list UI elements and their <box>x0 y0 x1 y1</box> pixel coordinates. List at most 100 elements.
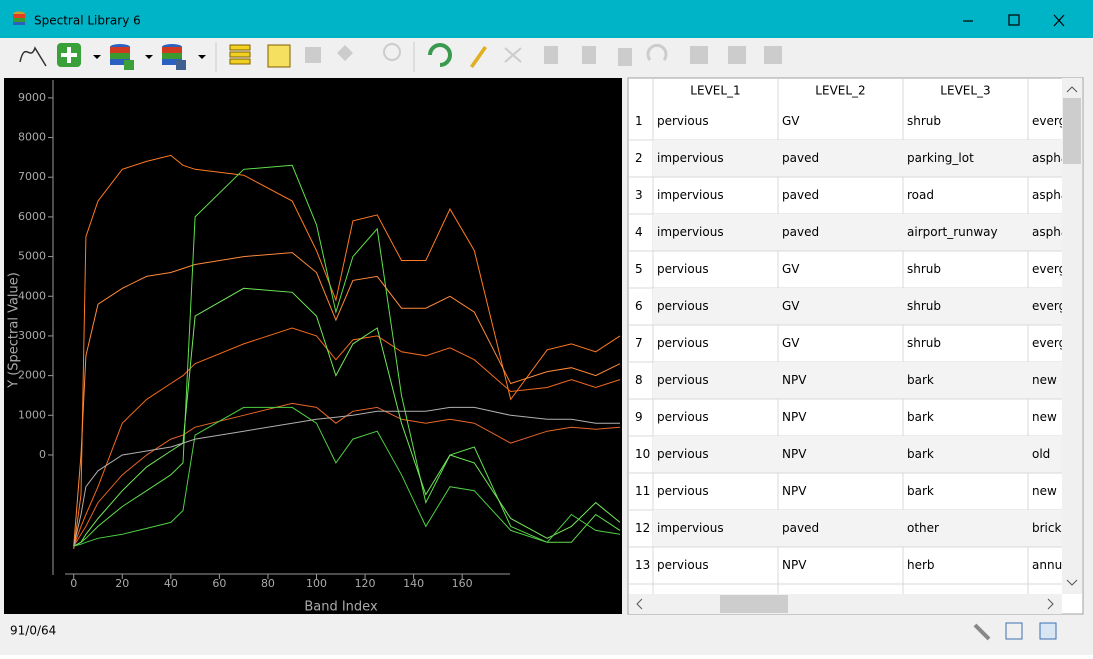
table-cell: NPV <box>782 558 807 572</box>
table-cell: old <box>1032 447 1050 461</box>
x-tick-label: 80 <box>261 577 275 590</box>
column-header: LEVEL_2 <box>815 84 865 98</box>
horizontal-scroll-thumb[interactable] <box>720 595 788 613</box>
table-cell: everg <box>1032 336 1066 350</box>
vertical-scrollbar[interactable] <box>1062 78 1082 594</box>
table-cell: everg <box>1032 262 1066 276</box>
import-button[interactable] <box>110 44 134 70</box>
table-cell: pervious <box>657 447 709 461</box>
table-cell: new <box>1032 410 1057 424</box>
table-cell: NPV <box>782 373 807 387</box>
zoom-button[interactable] <box>383 43 401 61</box>
table-cell: aspha <box>1032 188 1068 202</box>
title-bar <box>0 0 1093 38</box>
table-cell: brick <box>1032 521 1061 535</box>
spectrum-line <box>73 287 621 547</box>
table-cell: pervious <box>657 484 709 498</box>
row-number: 6 <box>635 299 643 313</box>
plot-background <box>4 78 622 614</box>
row-shade <box>653 436 1062 473</box>
column-header: LEVEL_1 <box>690 84 740 98</box>
window-title: Spectral Library 6 <box>34 14 141 28</box>
y-tick-label: 9000 <box>18 91 46 104</box>
table-cell: NPV <box>782 447 807 461</box>
column-header: LEVEL_3 <box>940 84 990 98</box>
row-number: 4 <box>635 225 643 239</box>
row-number: 3 <box>635 188 643 202</box>
table-cell: aspha <box>1032 151 1068 165</box>
table-cell: pervious <box>657 114 709 128</box>
table-cell: GV <box>782 299 800 313</box>
spectrum-line <box>73 402 621 547</box>
row-number: 11 <box>635 484 650 498</box>
table-cell: shrub <box>907 336 941 350</box>
horizontal-scrollbar[interactable] <box>629 594 1062 614</box>
plot-area <box>73 154 621 550</box>
table-cell: herb <box>907 558 935 572</box>
table-cell: new <box>1032 484 1057 498</box>
table-cell: aspha <box>1032 225 1068 239</box>
table-cell: everg <box>1032 114 1066 128</box>
table-cell: GV <box>782 114 800 128</box>
x-tick-label: 120 <box>355 577 376 590</box>
table-cell: impervious <box>657 151 724 165</box>
x-tick-label: 40 <box>164 577 178 590</box>
app-icon <box>13 11 25 25</box>
y-tick-label: 8000 <box>18 131 46 144</box>
row-number: 2 <box>635 151 643 165</box>
select-all-button[interactable] <box>229 44 251 65</box>
y-tick-label: 5000 <box>18 250 46 263</box>
row-shade <box>653 288 1062 325</box>
row-number: 7 <box>635 336 643 350</box>
table-cell: pervious <box>657 373 709 387</box>
deselect-button[interactable] <box>305 47 321 63</box>
reload-button[interactable] <box>428 43 452 67</box>
edit-button[interactable] <box>470 46 487 68</box>
invert-selection-button[interactable] <box>267 44 291 68</box>
table-body: LEVEL_1 LEVEL_2 LEVEL_3 1 pervious GV shrub eve… <box>629 79 1070 594</box>
table-cell: bark <box>907 373 934 387</box>
disabled-icons <box>504 43 782 66</box>
table-view-button[interactable] <box>1039 622 1057 640</box>
table-cell: impervious <box>657 225 724 239</box>
profile-tool[interactable] <box>19 46 47 67</box>
row-number: 13 <box>635 558 650 572</box>
table-cell: airport_runway <box>907 225 998 239</box>
maximize-button[interactable] <box>1008 14 1020 26</box>
close-button[interactable] <box>1053 14 1065 27</box>
table-cell: NPV <box>782 484 807 498</box>
table-cell: GV <box>782 262 800 276</box>
table-cell: other <box>907 521 939 535</box>
settings-button[interactable] <box>973 623 991 641</box>
row-shade <box>653 362 1062 399</box>
pan-button[interactable] <box>337 45 353 61</box>
table-cell: shrub <box>907 299 941 313</box>
table-cell: bark <box>907 447 934 461</box>
form-view-button[interactable] <box>1005 622 1023 640</box>
row-number: 8 <box>635 373 643 387</box>
table-cell: NPV <box>782 410 807 424</box>
x-tick-label: 160 <box>452 577 473 590</box>
row-number: 10 <box>635 447 650 461</box>
y-tick-label: 4000 <box>18 289 46 302</box>
x-tick-label: 20 <box>115 577 129 590</box>
table-cell: pervious <box>657 336 709 350</box>
table-cell: impervious <box>657 188 724 202</box>
table-cell: pervious <box>657 262 709 276</box>
status-icons <box>973 622 1057 641</box>
table-cell: everg <box>1032 299 1066 313</box>
table-cell: pervious <box>657 558 709 572</box>
row-number: 12 <box>635 521 650 535</box>
y-axis-label: Y (Spectral Value) <box>7 272 22 389</box>
row-shade <box>653 214 1062 251</box>
export-button[interactable] <box>162 44 186 70</box>
vertical-scroll-thumb[interactable] <box>1063 98 1081 164</box>
y-tick-label: 6000 <box>18 210 46 223</box>
header-row <box>629 79 1062 104</box>
table-cell: paved <box>782 521 819 535</box>
row-number: 1 <box>635 114 643 128</box>
x-tick-label: 60 <box>212 577 226 590</box>
status-text: 91/0/64 <box>10 624 56 638</box>
table-cell: shrub <box>907 114 941 128</box>
